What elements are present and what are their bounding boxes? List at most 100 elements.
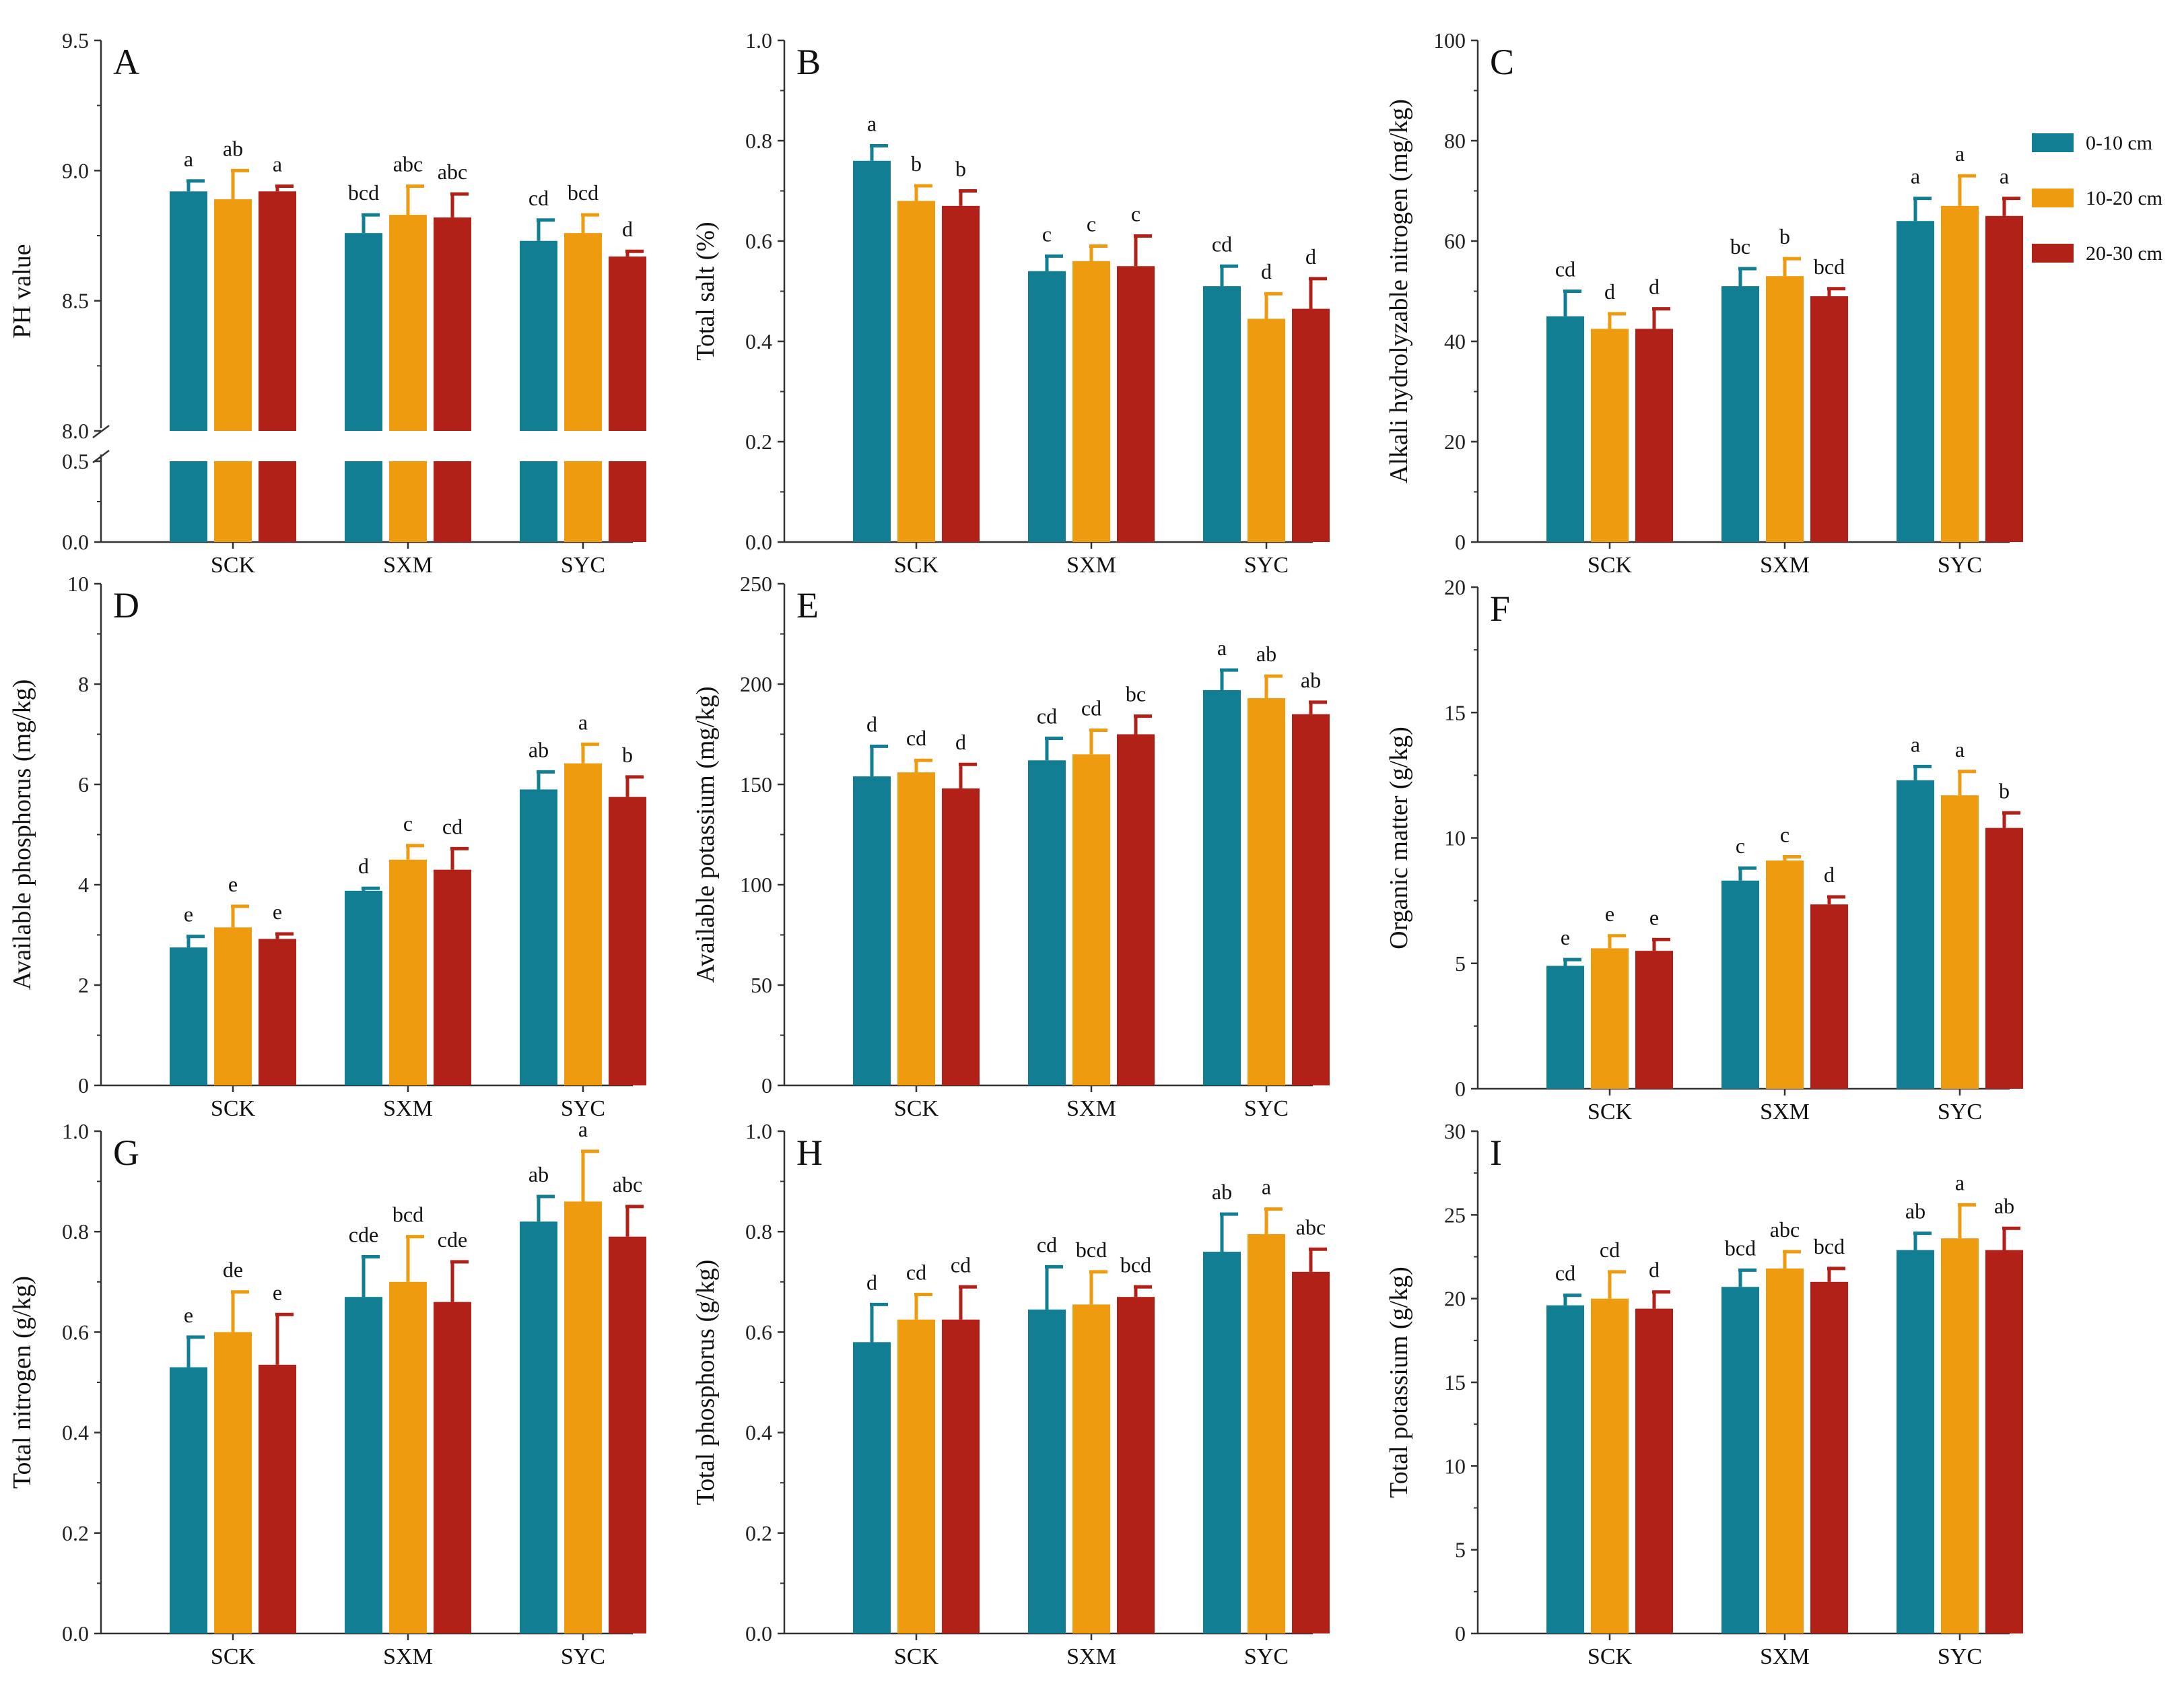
bar-lower-a-s2-c1 xyxy=(434,461,471,542)
significance-label: a xyxy=(1262,1175,1271,1199)
y-tick-label: 0 xyxy=(1455,530,1466,554)
panel-letter: E xyxy=(796,585,819,626)
y-tick-label: 2 xyxy=(78,973,89,997)
bar-h-s0-c1 xyxy=(1028,1309,1066,1633)
category-label-sck: SCK xyxy=(894,553,939,578)
y-tick-label: 15 xyxy=(1444,1370,1466,1394)
category-label-syc: SYC xyxy=(561,1644,605,1669)
bar-h-s2-c1 xyxy=(1117,1297,1155,1633)
significance-label: d xyxy=(866,1270,877,1294)
bar-f-s2-c0 xyxy=(1635,951,1673,1089)
significance-label: ab xyxy=(1256,642,1276,666)
significance-label: e xyxy=(1605,902,1614,926)
significance-label: a xyxy=(1955,1170,1965,1194)
category-label-sxm: SXM xyxy=(383,1096,433,1121)
significance-label: cd xyxy=(1081,696,1101,720)
y-tick-label: 8.0 xyxy=(62,419,89,443)
legend-swatch xyxy=(2032,189,2074,207)
y-tick-label: 0.8 xyxy=(62,1219,89,1244)
category-label-syc: SYC xyxy=(1244,553,1289,578)
y-tick-label: 0 xyxy=(78,1073,89,1098)
bar-g-s2-c2 xyxy=(609,1236,646,1633)
bar-g-s1-c0 xyxy=(214,1332,252,1633)
y-tick-label: 80 xyxy=(1444,129,1466,153)
bar-g-s2-c0 xyxy=(259,1364,296,1633)
significance-label: de xyxy=(223,1258,243,1282)
y-tick-label: 1.0 xyxy=(745,1119,772,1143)
y-tick-label: 0.4 xyxy=(745,329,772,353)
significance-label: d xyxy=(1305,244,1316,269)
bar-i-s1-c1 xyxy=(1766,1268,1804,1633)
bar-i-s2-c1 xyxy=(1810,1281,1848,1633)
panel-f: 0 5 10 15 20 SCK SXM SYC e c a e c a e d b F Organic matte… xyxy=(1385,575,2023,1124)
significance-label: d xyxy=(622,217,633,241)
category-label-syc: SYC xyxy=(561,1096,605,1121)
bar-c-s1-c2 xyxy=(1941,205,1979,542)
bar-g-s1-c1 xyxy=(389,1281,427,1633)
y-tick-label: 50 xyxy=(751,973,772,997)
significance-label: ab xyxy=(223,136,243,160)
y-lower-tick-label: 0.0 xyxy=(62,530,89,554)
significance-label: bcd xyxy=(1076,1238,1107,1262)
significance-label: bc xyxy=(1730,234,1750,259)
bar-f-s2-c1 xyxy=(1810,904,1848,1089)
significance-label: b xyxy=(1779,224,1790,248)
bar-e-s0-c2 xyxy=(1203,689,1241,1085)
significance-label: c xyxy=(1131,202,1140,226)
significance-label: b xyxy=(955,157,966,181)
panel-letter: B xyxy=(796,42,821,82)
y-tick-label: 20 xyxy=(1444,575,1466,599)
bar-lower-a-s1-c2 xyxy=(564,461,602,542)
category-label-syc: SYC xyxy=(1244,1644,1289,1669)
y-tick-label: 0.0 xyxy=(745,1621,772,1646)
y-tick-label: 0 xyxy=(1455,1077,1466,1101)
category-label-sxm: SXM xyxy=(1066,1644,1116,1669)
bar-d-s1-c0 xyxy=(214,927,252,1085)
y-axis-title: Total salt (%) xyxy=(691,222,720,360)
significance-label: a xyxy=(867,111,877,135)
y-tick-label: 250 xyxy=(740,572,772,596)
bar-e-s1-c2 xyxy=(1248,698,1285,1085)
bar-c-s1-c0 xyxy=(1591,329,1629,542)
y-tick-label: 25 xyxy=(1444,1203,1466,1227)
y-tick-label: 15 xyxy=(1444,700,1466,724)
y-tick-label: 0.4 xyxy=(62,1421,89,1445)
significance-label: ab xyxy=(528,737,549,762)
significance-label: ab xyxy=(1212,1180,1232,1204)
panel-letter: F xyxy=(1490,588,1510,629)
bar-lower-a-s1-c1 xyxy=(389,461,427,542)
bar-b-s1-c0 xyxy=(897,201,935,542)
bar-e-s1-c1 xyxy=(1072,754,1110,1085)
y-tick-label: 5 xyxy=(1455,951,1466,976)
bar-b-s2-c0 xyxy=(942,205,980,542)
bar-i-s0-c0 xyxy=(1546,1305,1584,1633)
panel-c: 0 20 40 60 80 100 SCK SXM SYC cd bc a d b a d bcd a C Alkal… xyxy=(1385,28,2023,578)
significance-label: ab xyxy=(1994,1194,2014,1218)
y-tick-label: 6 xyxy=(78,772,89,797)
significance-label: cd xyxy=(1037,704,1057,728)
y-tick-label: 30 xyxy=(1444,1119,1466,1143)
y-tick-label: 4 xyxy=(78,873,89,897)
panel-letter: H xyxy=(796,1133,823,1173)
bar-h-s0-c0 xyxy=(853,1342,891,1633)
bar-a-s0-c1 xyxy=(345,233,382,431)
significance-label: bcd xyxy=(393,1203,423,1227)
category-label-sck: SCK xyxy=(211,1096,256,1121)
y-tick-label: 1.0 xyxy=(62,1119,89,1143)
significance-label: abc xyxy=(1770,1217,1800,1242)
significance-label: b xyxy=(1999,778,2010,803)
bar-b-s1-c2 xyxy=(1248,318,1285,542)
panel-i: 0 5 10 15 20 25 30 SCK SXM SYC cd bcd ab cd abc a d bcd ab… xyxy=(1385,1119,2023,1669)
significance-label: d xyxy=(866,712,877,736)
y-tick-label: 9.0 xyxy=(62,158,89,182)
y-tick-label: 60 xyxy=(1444,229,1466,253)
y-axis-title: Total potassium (g/kg) xyxy=(1385,1267,1413,1498)
significance-label: e xyxy=(228,872,238,896)
significance-label: ab xyxy=(1905,1199,1925,1223)
y-tick-label: 10 xyxy=(1444,826,1466,850)
significance-label: e xyxy=(184,902,193,926)
legend-label: 0-10 cm xyxy=(2086,132,2152,154)
bar-c-s0-c1 xyxy=(1721,286,1759,542)
bar-g-s1-c2 xyxy=(564,1201,602,1633)
bar-b-s2-c1 xyxy=(1117,266,1155,542)
